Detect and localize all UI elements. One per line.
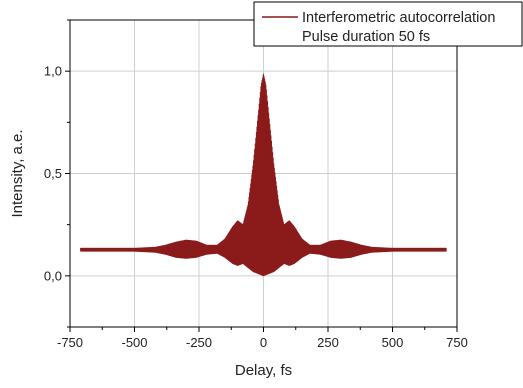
legend-entry-series: Interferometric autocorrelation	[302, 10, 495, 26]
y-axis-label: Intensity, a.e.	[9, 129, 26, 217]
legend: Interferometric autocorrelation Pulse du…	[253, 1, 523, 47]
series-line-interferometric-autocorrelation	[79, 73, 447, 277]
y-tick-label: 0,5	[44, 166, 62, 181]
x-tick-label: 0	[260, 335, 267, 350]
legend-entry-note: Pulse duration 50 fs	[302, 29, 430, 45]
x-tick-label: 750	[446, 335, 468, 350]
series-layer	[79, 73, 447, 277]
x-tick-label: 250	[317, 335, 339, 350]
x-axis-label: Delay, fs	[235, 362, 292, 379]
legend-box	[253, 1, 523, 47]
ticks	[65, 19, 458, 332]
y-tick-label: 1,0	[44, 64, 62, 79]
x-tick-label: -750	[57, 335, 83, 350]
x-tick-label: -500	[121, 335, 147, 350]
x-tick-label: 500	[382, 335, 404, 350]
tick-labels: -750 -500 -250 0 250 500 750 0,0 0,5 1,0	[44, 64, 468, 350]
y-tick-label: 0,0	[44, 268, 62, 283]
x-tick-label: -250	[186, 335, 212, 350]
